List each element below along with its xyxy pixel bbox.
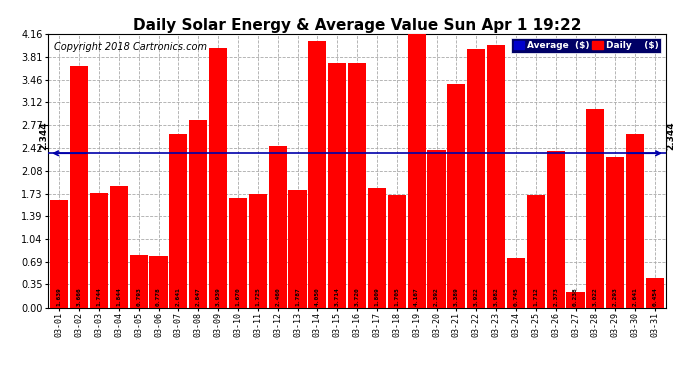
- Text: 1.712: 1.712: [533, 287, 538, 306]
- Bar: [149, 256, 168, 307]
- Text: 3.922: 3.922: [474, 287, 479, 306]
- Text: 1.705: 1.705: [394, 287, 400, 306]
- Text: 2.344: 2.344: [666, 122, 675, 150]
- Text: 2.641: 2.641: [176, 287, 181, 306]
- Title: Daily Solar Energy & Average Value Sun Apr 1 19:22: Daily Solar Energy & Average Value Sun A…: [133, 18, 581, 33]
- Bar: [110, 186, 128, 308]
- Text: 1.809: 1.809: [375, 287, 380, 306]
- Text: 1.725: 1.725: [255, 287, 260, 306]
- Text: 1.744: 1.744: [97, 287, 101, 306]
- Text: 1.670: 1.670: [235, 287, 240, 306]
- Bar: [626, 134, 644, 308]
- Bar: [50, 200, 68, 308]
- Bar: [408, 33, 426, 308]
- Bar: [506, 258, 525, 308]
- Bar: [90, 193, 108, 308]
- Bar: [308, 41, 326, 308]
- Text: 0.793: 0.793: [136, 287, 141, 306]
- Bar: [169, 134, 188, 308]
- Text: 1.844: 1.844: [117, 287, 121, 306]
- Bar: [566, 292, 584, 308]
- Text: Copyright 2018 Cartronics.com: Copyright 2018 Cartronics.com: [55, 42, 208, 52]
- Text: 0.778: 0.778: [156, 287, 161, 306]
- Bar: [606, 157, 624, 308]
- Text: 3.720: 3.720: [355, 287, 359, 306]
- Text: 0.745: 0.745: [513, 287, 518, 306]
- Text: 1.787: 1.787: [295, 287, 300, 306]
- Text: 3.714: 3.714: [335, 287, 339, 306]
- Text: 2.392: 2.392: [434, 287, 439, 306]
- Text: 1.639: 1.639: [57, 287, 61, 306]
- Bar: [388, 195, 406, 308]
- Bar: [526, 195, 545, 308]
- Text: 3.982: 3.982: [493, 287, 499, 306]
- Text: 2.847: 2.847: [196, 287, 201, 306]
- Legend: Average  ($), Daily    ($): Average ($), Daily ($): [511, 38, 661, 53]
- Bar: [229, 198, 247, 308]
- Bar: [447, 84, 466, 308]
- Text: 2.641: 2.641: [633, 287, 638, 306]
- Bar: [467, 50, 485, 308]
- Bar: [586, 109, 604, 308]
- Bar: [130, 255, 148, 308]
- Text: 3.022: 3.022: [593, 287, 598, 306]
- Bar: [348, 63, 366, 308]
- Text: 3.666: 3.666: [77, 287, 81, 306]
- Text: 0.238: 0.238: [573, 287, 578, 306]
- Bar: [288, 190, 306, 308]
- Bar: [646, 278, 664, 308]
- Text: 2.293: 2.293: [613, 287, 618, 306]
- Text: 3.389: 3.389: [454, 287, 459, 306]
- Text: 2.373: 2.373: [553, 287, 558, 306]
- Bar: [427, 150, 446, 308]
- Bar: [328, 63, 346, 308]
- Bar: [268, 146, 287, 308]
- Text: 4.167: 4.167: [414, 287, 419, 306]
- Text: 0.454: 0.454: [653, 287, 658, 306]
- Text: 2.344: 2.344: [39, 122, 48, 150]
- Bar: [487, 45, 505, 308]
- Bar: [248, 194, 267, 308]
- Text: 4.050: 4.050: [315, 287, 320, 306]
- Bar: [368, 189, 386, 308]
- Bar: [546, 152, 565, 308]
- Bar: [209, 48, 227, 308]
- Bar: [189, 120, 208, 308]
- Text: 2.460: 2.460: [275, 287, 280, 306]
- Bar: [70, 66, 88, 308]
- Text: 3.939: 3.939: [215, 287, 221, 306]
